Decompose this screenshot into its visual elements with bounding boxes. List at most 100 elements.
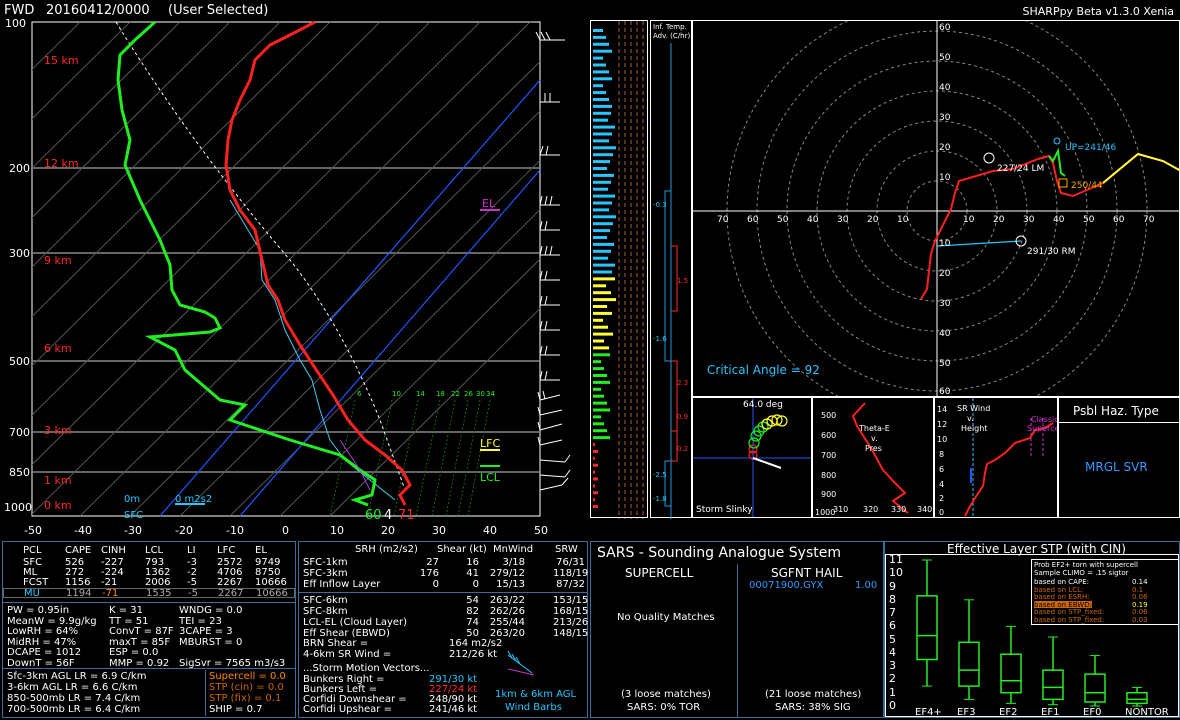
- severe-param: Supercell = 0.0: [209, 671, 286, 682]
- theta-p-900: 900: [821, 490, 837, 499]
- kin-cell: 263/22: [489, 595, 525, 606]
- hodograph-panel[interactable]: 60 50 40 30 20 10 10 20 30 40 50 60 70 6…: [692, 20, 1180, 397]
- parcel-row[interactable]: SFC 526 -227 793 -3 2572 9749: [3, 557, 295, 568]
- wind-speed-bar: [593, 160, 610, 164]
- slinky-angle: 64.0 deg: [743, 400, 783, 410]
- wind-speed-bar: [593, 284, 606, 288]
- theta-title-3: Pres: [865, 444, 882, 453]
- kin-cell: 279/12: [489, 568, 525, 579]
- left-mover-label: 227/24 LM: [997, 164, 1045, 174]
- hodo-radial-b10: 10: [939, 239, 951, 249]
- hodo-x-60: 60: [747, 215, 759, 225]
- temp-label-40: 40: [483, 524, 497, 537]
- kin-cell: 82: [466, 606, 479, 617]
- index-value: DownT = 56F: [7, 657, 75, 669]
- parcel-cell: 526: [65, 557, 85, 568]
- parcel-cell: 1362: [145, 567, 171, 578]
- parcel-header-cell: LI: [187, 545, 196, 556]
- lfc-label: LFC: [480, 437, 501, 450]
- adv-value-5: 0.9: [677, 413, 689, 421]
- skewt-panel[interactable]: 100 200 300 500 700 850 1000 15 km 12 km…: [0, 17, 590, 540]
- parcel-cell: SFC: [23, 557, 43, 568]
- hodo-x-r40: 40: [1053, 215, 1065, 225]
- temp-label-10: 10: [330, 524, 344, 537]
- motion-value: 291/30 kt: [429, 674, 478, 685]
- sars-mid-divider: [737, 564, 738, 718]
- kin-cell: Eff Shear (EBWD): [303, 628, 390, 639]
- parcel-cell: -21: [101, 577, 118, 588]
- kin-cell: SFC-1km: [303, 557, 348, 568]
- theta-title-2: v.: [871, 434, 878, 443]
- wind-speed-bar: [593, 146, 616, 150]
- index-value: LowRH = 64%: [7, 626, 79, 637]
- parcel-cell: 1156: [65, 577, 91, 588]
- stp-box: [1084, 673, 1106, 703]
- wind-speed-bar: [593, 208, 609, 212]
- mixing-ratio-18: 18: [436, 390, 445, 398]
- wind-speed-bar: [593, 29, 603, 32]
- sr46-value: 212/26 kt: [449, 649, 498, 660]
- wind-speed-bar: [593, 498, 595, 502]
- wind-speed-bar: [593, 236, 607, 239]
- kin-cell: SFC-6km: [303, 595, 348, 606]
- severe-param: SHIP = 0.7: [209, 704, 263, 715]
- parcel-cell: 2006: [145, 577, 171, 588]
- kin-cell: 0: [472, 579, 479, 590]
- parcel-row[interactable]: ML 272 -224 1362 -2 4706 8750: [3, 567, 295, 578]
- hodo-radial-50: 50: [939, 53, 951, 63]
- wind-speed-bar: [593, 449, 598, 453]
- pressure-label-700: 700: [9, 426, 30, 439]
- temp-label-m50: -50: [24, 524, 42, 537]
- parcel-header-cell: LFC: [217, 545, 236, 556]
- parcel-row[interactable]: FCST 1156 -21 2006 -5 2267 10666: [3, 577, 295, 588]
- wind-speed-bar: [593, 505, 598, 509]
- hodo-radial-40: 40: [939, 83, 951, 93]
- hodo-radial-60: 60: [939, 23, 951, 33]
- wind-speed-bar: [593, 456, 595, 460]
- index-value: TEI = 23: [179, 615, 222, 627]
- theta-x-320: 320: [863, 505, 879, 514]
- parcel-cell: -5: [187, 577, 197, 588]
- sfc-label: SFC: [124, 510, 144, 521]
- pressure-label-1000: 1000: [4, 501, 32, 514]
- srwind-h-12: 12: [937, 420, 948, 429]
- index-value: maxT = 85F: [109, 636, 171, 648]
- index-value: 3CAPE = 3: [179, 626, 233, 637]
- wind-speed-bar: [593, 63, 606, 67]
- parcel-row[interactable]: MU 1194 -71 1535 -5 2267 10666: [3, 588, 295, 599]
- kin-cell: SFC-8km: [303, 606, 348, 617]
- kin-header-cell: MnWind: [493, 544, 534, 555]
- stp-category: EF0: [1083, 707, 1102, 718]
- wind-speed-bar: [593, 242, 614, 246]
- adv-value-6: 0.2: [677, 445, 689, 453]
- stp-ytick: 9: [889, 579, 896, 593]
- selection-mode: (User Selected): [168, 3, 269, 18]
- stp-category: EF4+: [915, 707, 942, 718]
- sars-hail-match: 00071900.GYX: [749, 580, 824, 591]
- hodo-x-r60: 60: [1113, 215, 1125, 225]
- wind-speed-bar: [593, 429, 607, 433]
- slinky-title: Storm Slinky: [696, 505, 753, 515]
- motion-label: Bunkers Left =: [303, 684, 377, 695]
- index-value: WNDG = 0.0: [179, 605, 243, 616]
- hodo-x-50: 50: [777, 215, 789, 225]
- wind-speed-bar: [593, 318, 603, 322]
- stp-ytick: 10: [889, 566, 903, 580]
- lapse-rate: 3-6km AGL LR = 6.6 C/km: [7, 682, 138, 693]
- hodo-x-r10: 10: [963, 215, 975, 225]
- inf-temp-title: Inf. Temp.: [653, 23, 687, 31]
- height-label-1km: 1 km: [44, 474, 72, 487]
- stp-legend-value: 0.19: [1132, 600, 1148, 609]
- kin-cell: 213/26: [553, 617, 589, 628]
- wind-speed-bar: [593, 215, 616, 219]
- hazard-title: Psbl Haz. Type: [1073, 404, 1159, 418]
- index-value: ESP = 0.0: [109, 647, 159, 658]
- skewt-chart[interactable]: [0, 20, 590, 540]
- mixing-ratio-26: 26: [464, 390, 473, 398]
- wind-speed-bar: [593, 443, 595, 446]
- hodo-x-70: 70: [717, 215, 729, 225]
- upshear-label: UP=241/46: [1065, 143, 1117, 153]
- hodo-x-r30: 30: [1023, 215, 1035, 225]
- hodo-radial-b50: 50: [939, 359, 951, 369]
- stp-ytick: 4: [889, 645, 896, 659]
